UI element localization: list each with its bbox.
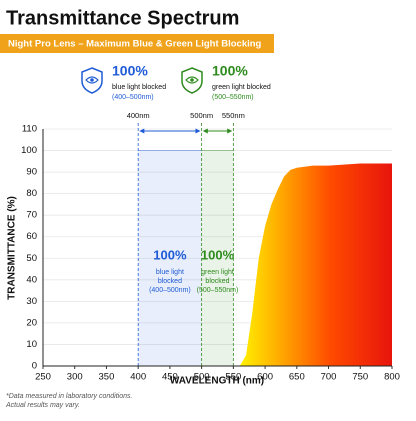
y-axis-label: TRANSMITTANCE (%): [7, 196, 18, 300]
shield-icon: [81, 67, 103, 94]
x-tick-label: 250: [35, 372, 51, 383]
badge-percent: 100%: [212, 63, 248, 79]
region-caption: green light: [201, 269, 234, 276]
chart-title: Transmittance Spectrum: [6, 7, 239, 29]
badge-caption: blue light blocked: [112, 84, 166, 91]
marker-label: 550nm: [222, 111, 245, 120]
y-tick-label: 80: [26, 188, 37, 199]
shield-icon: [181, 67, 203, 94]
x-tick-label: 600: [257, 372, 273, 383]
y-tick-label: 40: [26, 274, 37, 285]
y-tick-label: 70: [26, 210, 37, 221]
region-caption: blocked: [158, 278, 182, 285]
footnote: Actual results may vary.: [5, 402, 80, 409]
x-tick-label: 550: [225, 372, 241, 383]
y-tick-label: 110: [22, 124, 37, 135]
y-tick-label: 0: [32, 361, 37, 372]
marker-label: 500nm: [190, 111, 213, 120]
region-range: (500–550nm): [197, 287, 239, 294]
eye-icon: [85, 76, 99, 84]
eye-icon: [185, 76, 199, 84]
y-tick-label: 100: [21, 145, 37, 156]
blocked-region: [201, 150, 234, 366]
x-tick-label: 700: [321, 372, 337, 383]
badge-range: (400–500nm): [112, 94, 154, 101]
eye-pupil: [190, 78, 194, 82]
x-tick-label: 800: [384, 372, 400, 383]
x-tick-label: 300: [67, 372, 83, 383]
y-tick-label: 10: [26, 339, 37, 350]
x-axis-label: WAVELENGTH (nm): [170, 376, 264, 387]
banner: [0, 34, 274, 53]
subtitle: Night Pro Lens – Maximum Blue & Green Li…: [8, 39, 262, 50]
region-caption: blocked: [205, 278, 229, 285]
x-tick-label: 400: [130, 372, 146, 383]
x-tick-label: 450: [162, 372, 178, 383]
region-percent: 100%: [153, 247, 187, 262]
x-tick-label: 650: [289, 372, 305, 383]
region-caption: blue light: [156, 269, 184, 276]
y-tick-label: 60: [26, 231, 37, 242]
badge-caption: green light blocked: [212, 84, 271, 91]
y-tick-label: 90: [26, 167, 37, 178]
eye-pupil: [90, 78, 94, 82]
x-tick-label: 750: [352, 372, 368, 383]
x-tick-label: 500: [194, 372, 210, 383]
region-range: (400–500nm): [149, 287, 191, 294]
y-tick-label: 20: [26, 317, 37, 328]
x-tick-label: 350: [99, 372, 115, 383]
blocked-region: [138, 150, 202, 366]
y-tick-label: 50: [26, 253, 37, 264]
badge-percent: 100%: [112, 63, 148, 79]
badge-range: (500–550nm): [212, 94, 254, 101]
marker-label: 400nm: [127, 111, 150, 120]
y-tick-label: 30: [26, 296, 37, 307]
spectrum-area: [43, 163, 392, 366]
footnote: *Data measured in laboratory conditions.: [6, 393, 133, 400]
region-percent: 100%: [201, 247, 235, 262]
